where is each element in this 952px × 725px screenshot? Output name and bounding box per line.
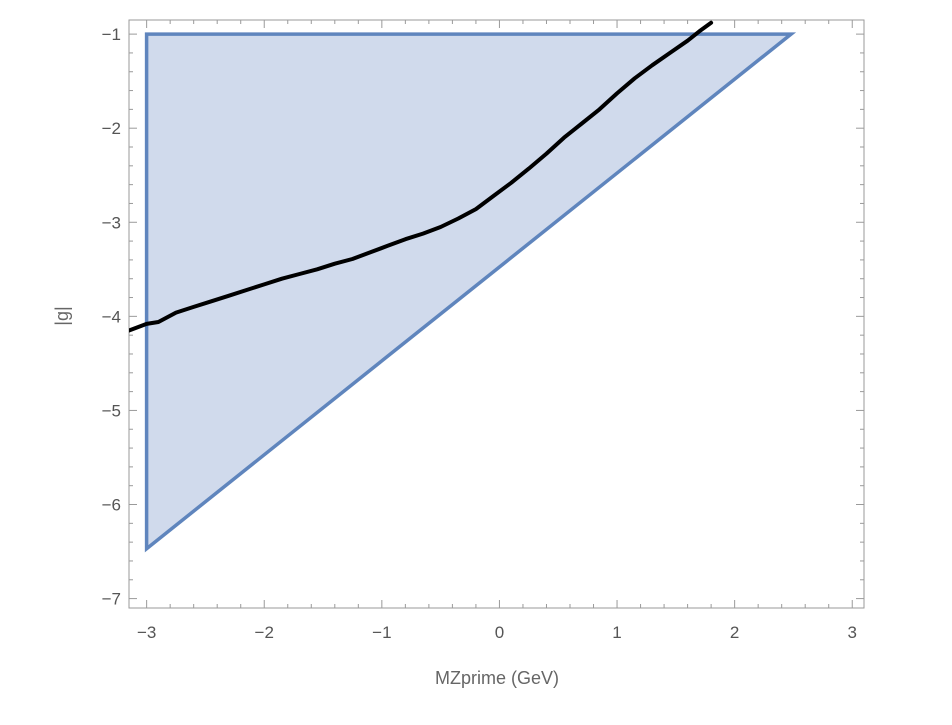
y-tick-label: −2 — [102, 119, 121, 138]
y-tick-labels: −1 −2 −3 −4 −5 −6 −7 — [102, 25, 121, 608]
x-tick-labels: −3 −2 −1 0 1 2 3 — [137, 623, 857, 642]
y-axis-title: |g| — [52, 306, 72, 325]
plot-frame — [128, 19, 865, 609]
tick-marks — [129, 20, 864, 608]
y-tick-label: −4 — [102, 307, 121, 326]
data-series — [129, 20, 797, 553]
x-tick-label: 3 — [848, 623, 857, 642]
x-tick-label: 2 — [730, 623, 739, 642]
x-tick-label: 0 — [495, 623, 504, 642]
x-tick-label: −2 — [255, 623, 274, 642]
y-tick-label: −1 — [102, 25, 121, 44]
y-tick-label: −6 — [102, 496, 121, 515]
y-tick-label: −5 — [102, 401, 121, 420]
y-tick-label: −3 — [102, 213, 121, 232]
y-tick-label: −7 — [102, 590, 121, 609]
x-tick-label: −1 — [372, 623, 391, 642]
x-tick-label: 1 — [612, 623, 621, 642]
allowed-region — [144, 32, 797, 553]
bound-curve — [129, 20, 714, 333]
x-axis-title: MZprime (GeV) — [435, 668, 559, 688]
x-tick-label: −3 — [137, 623, 156, 642]
